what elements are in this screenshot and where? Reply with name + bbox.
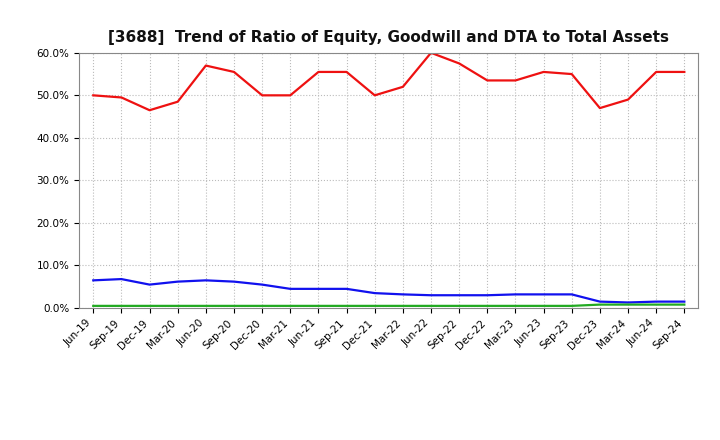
Goodwill <box>202 278 210 283</box>
Goodwill <box>624 300 632 305</box>
Deferred Tax Assets <box>314 303 323 308</box>
Deferred Tax Assets <box>145 303 154 308</box>
Goodwill <box>595 299 604 304</box>
Deferred Tax Assets <box>680 302 688 307</box>
Goodwill <box>427 293 436 298</box>
Equity <box>652 69 660 74</box>
Deferred Tax Assets <box>455 303 464 308</box>
Equity <box>314 69 323 74</box>
Deferred Tax Assets <box>202 303 210 308</box>
Line: Goodwill: Goodwill <box>94 279 684 302</box>
Equity <box>624 97 632 102</box>
Equity <box>680 69 688 74</box>
Equity <box>174 99 182 104</box>
Equity <box>427 50 436 55</box>
Deferred Tax Assets <box>258 303 266 308</box>
Equity <box>455 61 464 66</box>
Goodwill <box>483 293 492 298</box>
Line: Deferred Tax Assets: Deferred Tax Assets <box>94 304 684 306</box>
Goodwill <box>145 282 154 287</box>
Equity <box>202 63 210 68</box>
Deferred Tax Assets <box>483 303 492 308</box>
Goodwill <box>230 279 238 284</box>
Goodwill <box>342 286 351 292</box>
Deferred Tax Assets <box>399 303 408 308</box>
Goodwill <box>370 290 379 296</box>
Deferred Tax Assets <box>89 303 98 308</box>
Deferred Tax Assets <box>174 303 182 308</box>
Deferred Tax Assets <box>624 302 632 307</box>
Deferred Tax Assets <box>427 303 436 308</box>
Equity <box>399 84 408 89</box>
Goodwill <box>539 292 548 297</box>
Deferred Tax Assets <box>370 303 379 308</box>
Line: Equity: Equity <box>94 53 684 110</box>
Deferred Tax Assets <box>511 303 520 308</box>
Equity <box>89 93 98 98</box>
Equity <box>117 95 126 100</box>
Equity <box>539 69 548 74</box>
Equity <box>342 69 351 74</box>
Deferred Tax Assets <box>230 303 238 308</box>
Goodwill <box>174 279 182 284</box>
Goodwill <box>399 292 408 297</box>
Deferred Tax Assets <box>539 303 548 308</box>
Equity <box>483 78 492 83</box>
Goodwill <box>511 292 520 297</box>
Goodwill <box>258 282 266 287</box>
Goodwill <box>567 292 576 297</box>
Deferred Tax Assets <box>652 302 660 307</box>
Goodwill <box>455 293 464 298</box>
Deferred Tax Assets <box>286 303 294 308</box>
Deferred Tax Assets <box>567 303 576 308</box>
Equity <box>595 106 604 111</box>
Equity <box>145 107 154 113</box>
Equity <box>258 93 266 98</box>
Goodwill <box>652 299 660 304</box>
Equity <box>567 71 576 77</box>
Equity <box>230 69 238 74</box>
Goodwill <box>89 278 98 283</box>
Goodwill <box>680 299 688 304</box>
Deferred Tax Assets <box>595 302 604 307</box>
Equity <box>286 93 294 98</box>
Goodwill <box>286 286 294 292</box>
Equity <box>511 78 520 83</box>
Deferred Tax Assets <box>117 303 126 308</box>
Deferred Tax Assets <box>342 303 351 308</box>
Goodwill <box>314 286 323 292</box>
Goodwill <box>117 276 126 282</box>
Title: [3688]  Trend of Ratio of Equity, Goodwill and DTA to Total Assets: [3688] Trend of Ratio of Equity, Goodwil… <box>108 29 670 45</box>
Equity <box>370 93 379 98</box>
